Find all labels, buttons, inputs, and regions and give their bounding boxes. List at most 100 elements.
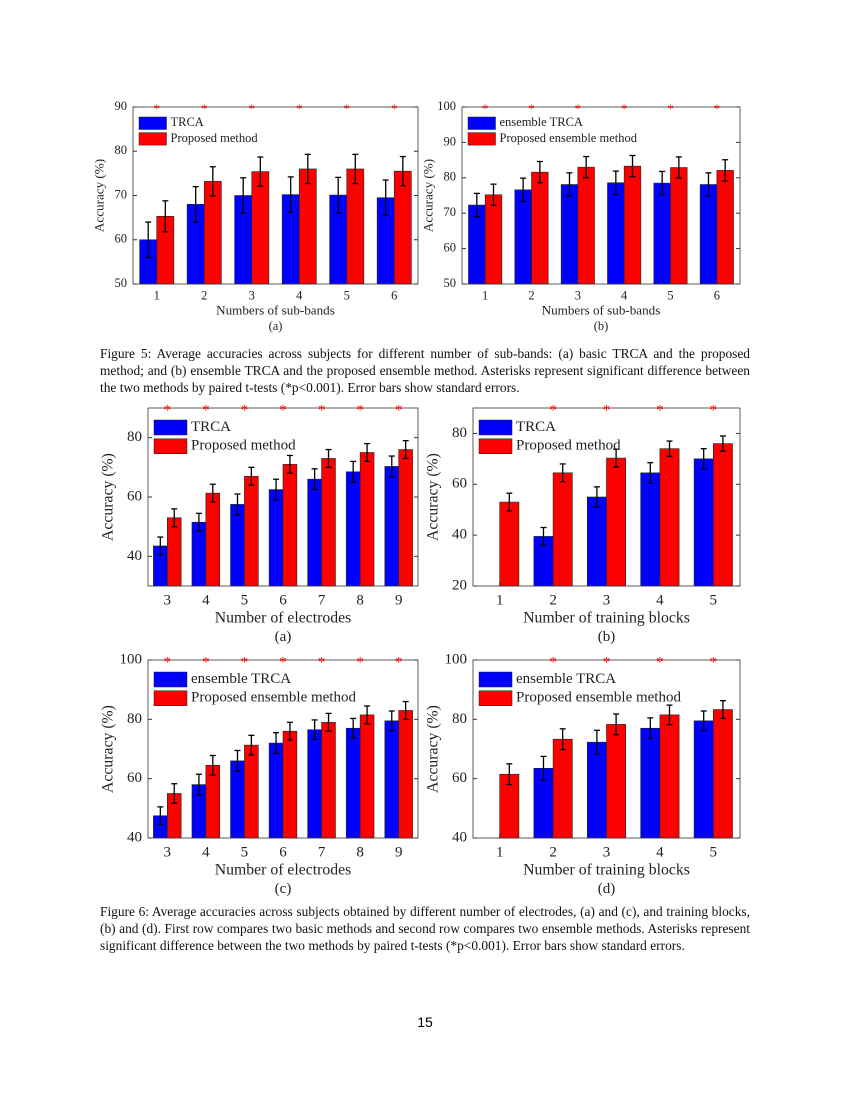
error-bar [613, 713, 620, 736]
y-tick-label: 80 [444, 170, 457, 184]
bar [268, 742, 284, 839]
significance-marker: * [241, 654, 249, 670]
bar [384, 720, 400, 839]
bar [577, 166, 595, 285]
chart: 40 60 80 3 * 4 * 5 * 6 * 7 * 8 * 9 * Number of electrodes… [100, 402, 419, 645]
legend-swatch [467, 116, 496, 130]
error-bar [311, 468, 318, 491]
error-bar [192, 185, 199, 223]
x-tick-label: 4 [656, 844, 664, 860]
legend-label: Proposed ensemble method [516, 690, 681, 706]
x-axis-label: Number of electrodes [215, 862, 351, 879]
error-bar [234, 749, 241, 772]
error-bar [675, 156, 682, 179]
error-bar [540, 526, 547, 546]
bar [484, 194, 503, 285]
bar [230, 760, 245, 839]
y-tick-label: 90 [115, 99, 128, 113]
bar [282, 730, 298, 839]
significance-marker: * [241, 402, 249, 418]
error-bar [520, 177, 527, 203]
bar [307, 729, 322, 839]
y-tick-label: 100 [437, 99, 456, 113]
y-tick-label: 40 [127, 548, 142, 564]
error-bar [705, 172, 712, 197]
chart: 20 40 60 80 1 2 * 3 * 4 * 5 * Number of training bloc… [425, 402, 741, 645]
bar [230, 504, 245, 587]
error-bar [722, 159, 729, 182]
y-tick-label: 60 [127, 770, 142, 786]
x-tick-label: 9 [395, 844, 403, 860]
legend-swatch [138, 116, 167, 130]
legend-swatch [153, 690, 188, 706]
error-bar [248, 734, 255, 756]
bar [282, 464, 298, 587]
significance-marker: * [710, 654, 718, 670]
bar [321, 458, 336, 587]
bar [191, 521, 207, 587]
x-tick-label: 3 [603, 844, 611, 860]
x-tick-label: 5 [344, 288, 350, 302]
error-bar [559, 728, 566, 751]
significance-marker: * [603, 402, 611, 418]
significance-marker: * [575, 102, 581, 116]
legend-label: TRCA [191, 419, 231, 435]
x-tick-label: 2 [528, 288, 534, 302]
bar [384, 466, 400, 587]
significance-marker: * [549, 654, 557, 670]
y-tick-label: 60 [452, 770, 467, 786]
error-bar [566, 172, 573, 197]
bar [712, 443, 733, 587]
legend-label: ensemble TRCA [516, 671, 616, 687]
bar [345, 471, 361, 587]
error-bar [388, 455, 395, 478]
error-bar [666, 440, 673, 457]
y-tick-label: 50 [444, 276, 457, 290]
y-tick-label: 80 [127, 711, 142, 727]
x-tick-label: 5 [710, 844, 718, 860]
error-bar [350, 460, 357, 483]
x-axis-label: Numbers of sub-bands [216, 303, 335, 318]
legend-label: TRCA [516, 419, 556, 435]
figures: 50 60 70 80 90 1 * 2 * 3 * 4 * 5 * 6 * Numbers of sub-ban… [92, 99, 741, 897]
y-axis-label: Accuracy (%) [100, 453, 117, 541]
error-bar [388, 710, 395, 732]
error-bar [257, 156, 264, 187]
significance-marker: * [202, 402, 210, 418]
bar [268, 489, 284, 587]
error-bar [209, 754, 216, 776]
error-bar [157, 806, 164, 826]
significance-marker: * [318, 402, 326, 418]
x-tick-label: 6 [391, 288, 397, 302]
error-bar [364, 705, 371, 725]
bar [203, 181, 222, 285]
y-tick-label: 80 [452, 425, 467, 441]
legend-label: Proposed ensemble method [191, 690, 356, 706]
error-bar [171, 508, 178, 528]
bar [693, 458, 714, 587]
panel-label: (b) [598, 629, 616, 645]
y-tick-label: 100 [120, 651, 143, 667]
legend-label: TRCA [171, 115, 204, 129]
x-tick-label: 4 [656, 592, 664, 608]
y-tick-label: 100 [445, 651, 468, 667]
error-bar [364, 442, 371, 463]
error-bar [647, 462, 654, 484]
error-bar [286, 454, 293, 474]
bar [205, 765, 221, 839]
bar [607, 182, 625, 285]
x-tick-label: 5 [710, 592, 718, 608]
y-tick-label: 40 [127, 829, 142, 845]
bar [307, 478, 322, 587]
legend-swatch [478, 690, 513, 706]
legend-swatch [153, 438, 188, 454]
significance-marker: * [318, 654, 326, 670]
bar [699, 184, 718, 285]
bar [531, 171, 549, 285]
x-axis-label: Numbers of sub-bands [542, 303, 661, 318]
bar [298, 168, 317, 285]
error-bar [234, 493, 241, 516]
significance-marker: * [549, 402, 557, 418]
significance-marker: * [395, 654, 403, 670]
